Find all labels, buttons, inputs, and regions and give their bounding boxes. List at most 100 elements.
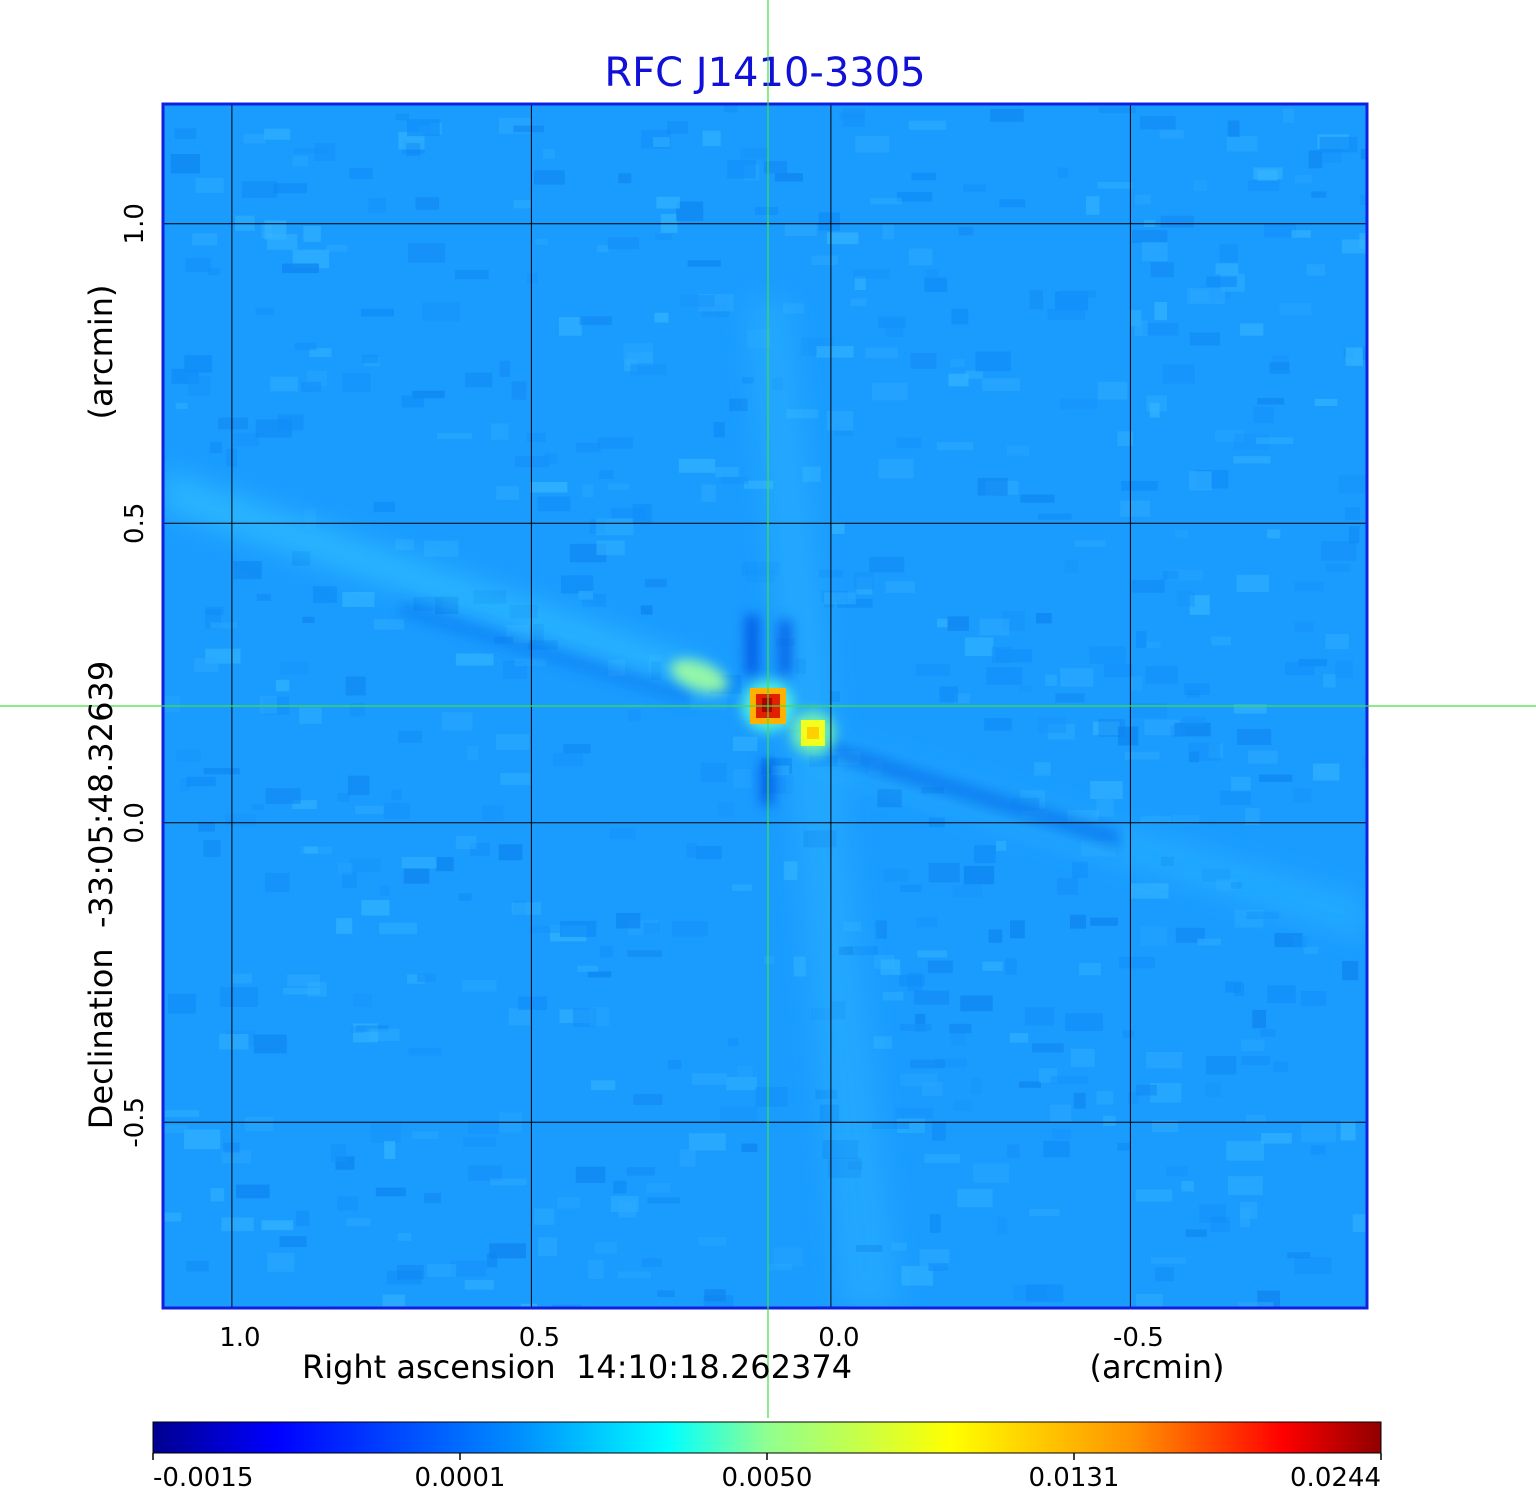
- noise-patch: [498, 844, 523, 861]
- noise-patch: [1159, 130, 1184, 139]
- noise-patch: [375, 1187, 406, 1197]
- noise-patch: [221, 1150, 251, 1164]
- noise-patch: [261, 1220, 294, 1231]
- noise-patch: [259, 696, 278, 714]
- noise-patch: [508, 1008, 531, 1026]
- noise-patch: [1070, 1306, 1096, 1308]
- noise-patch: [307, 981, 327, 997]
- noise-patch: [513, 125, 544, 133]
- noise-patch: [500, 772, 531, 785]
- noise-patch: [618, 1201, 636, 1218]
- noise-patch: [253, 1034, 287, 1054]
- colorbar-label: 0.0050: [722, 1463, 813, 1493]
- noise-patch: [1362, 755, 1367, 769]
- colorbar-label: -0.0015: [153, 1463, 253, 1493]
- noise-patch: [1300, 991, 1327, 1006]
- noise-patch: [733, 769, 752, 789]
- noise-patch: [231, 973, 253, 984]
- noise-patch: [1097, 381, 1128, 400]
- noise-patch: [990, 108, 1024, 122]
- noise-patch: [641, 1258, 662, 1267]
- noise-patch: [914, 990, 950, 1005]
- noise-patch: [1057, 877, 1078, 895]
- noise-patch: [1047, 308, 1085, 321]
- noise-patch: [195, 177, 224, 193]
- noise-patch: [294, 342, 317, 351]
- noise-patch: [384, 1141, 396, 1159]
- noise-patch: [996, 1216, 1008, 1235]
- noise-patch: [1047, 723, 1075, 740]
- noise-patch: [1096, 1091, 1114, 1105]
- noise-patch: [265, 788, 301, 804]
- noise-patch: [533, 1208, 555, 1225]
- noise-patch: [1124, 751, 1160, 760]
- noise-patch: [467, 745, 479, 760]
- noise-patch: [865, 347, 898, 359]
- noise-patch: [1295, 175, 1312, 184]
- noise-patch: [326, 244, 348, 252]
- colorbar: [152, 1421, 1382, 1454]
- noise-patch: [1029, 1209, 1060, 1217]
- noise-patch: [935, 1058, 968, 1068]
- noise-patch: [1097, 182, 1133, 189]
- noise-patch: [450, 1260, 487, 1277]
- noise-patch: [458, 893, 472, 901]
- noise-patch: [203, 768, 240, 775]
- noise-patch: [910, 353, 937, 369]
- noise-patch: [632, 503, 652, 524]
- noise-patch: [915, 1013, 926, 1032]
- noise-patch: [361, 900, 390, 916]
- noise-patch: [1134, 194, 1151, 205]
- noise-patch: [511, 381, 527, 400]
- noise-patch: [535, 238, 548, 245]
- noise-patch: [368, 1028, 400, 1042]
- noise-patch: [530, 482, 568, 493]
- noise-patch: [826, 232, 859, 245]
- noise-patch: [1136, 631, 1147, 648]
- noise-patch: [927, 960, 953, 973]
- noise-patch: [854, 276, 866, 290]
- noise-patch: [733, 736, 758, 751]
- noise-patch: [470, 842, 490, 856]
- noise-patch: [299, 707, 322, 724]
- noise-patch: [1060, 398, 1098, 410]
- noise-patch: [1131, 230, 1168, 243]
- noise-patch: [1227, 120, 1240, 137]
- noise-patch: [187, 376, 211, 396]
- noise-patch: [1208, 743, 1223, 758]
- noise-patch: [407, 974, 426, 984]
- noise-patch: [1175, 529, 1189, 538]
- noise-patch: [220, 987, 259, 1007]
- noise-patch: [277, 414, 304, 431]
- x-tick-label: -0.5: [1113, 1323, 1164, 1353]
- noise-patch: [720, 476, 749, 484]
- noise-patch: [336, 918, 353, 934]
- noise-patch: [1037, 513, 1072, 520]
- noise-patch: [947, 616, 969, 631]
- noise-patch: [233, 433, 260, 447]
- noise-patch: [589, 1007, 610, 1027]
- noise-patch: [1197, 938, 1221, 946]
- noise-patch: [1248, 180, 1280, 192]
- noise-patch: [353, 993, 372, 1008]
- y-tick-label: 1.0: [120, 203, 150, 244]
- noise-texture: [163, 105, 1367, 1308]
- noise-patch: [304, 508, 316, 529]
- noise-patch: [559, 1009, 591, 1024]
- noise-patch: [832, 522, 845, 534]
- noise-patch: [951, 308, 969, 325]
- noise-patch: [1090, 917, 1118, 926]
- plot-area: [163, 104, 1367, 1308]
- noise-patch: [417, 973, 436, 983]
- noise-patch: [870, 197, 902, 205]
- noise-patch: [954, 693, 971, 704]
- noise-patch: [1237, 728, 1272, 745]
- noise-patch: [999, 199, 1026, 208]
- noise-patch: [1079, 963, 1101, 976]
- noise-patch: [982, 378, 1021, 392]
- noise-patch: [1214, 429, 1245, 442]
- noise-patch: [922, 1082, 943, 1096]
- noise-patch: [1034, 762, 1051, 776]
- noise-patch: [1010, 920, 1025, 939]
- noise-patch: [1189, 751, 1200, 763]
